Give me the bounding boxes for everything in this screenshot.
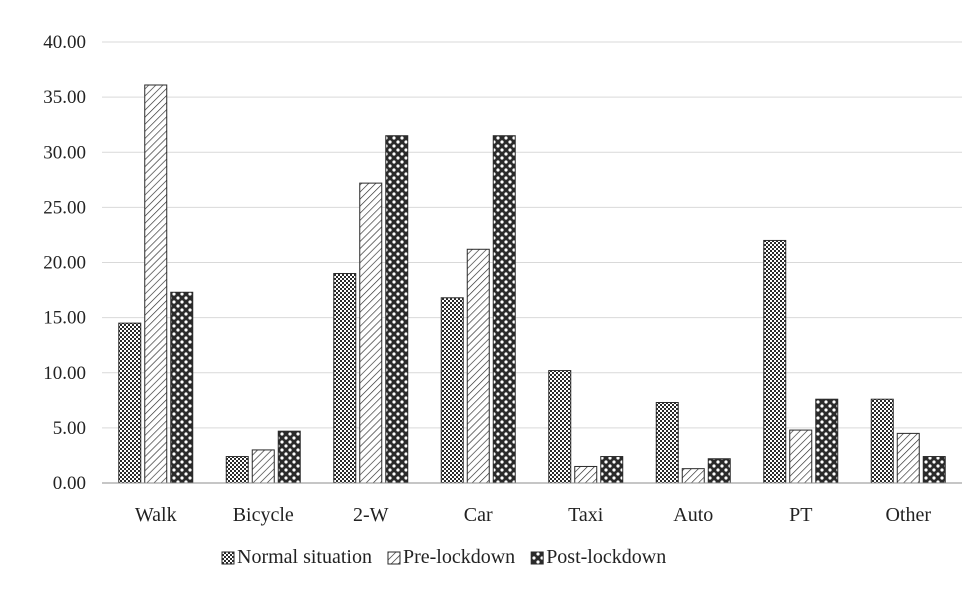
bar-taxi-series-1 <box>574 465 598 484</box>
x-category-label: 2-W <box>353 504 389 526</box>
legend-swatch <box>221 551 235 565</box>
bar-pt-series-0 <box>763 239 787 484</box>
bar-taxi-series-2 <box>600 456 624 484</box>
x-axis-labels: Walk Bicycle 2-W Car Taxi Auto PT Other <box>135 504 931 526</box>
y-tick-label: 5.00 <box>53 418 86 439</box>
bars <box>118 84 946 484</box>
bar-auto-series-1 <box>681 468 705 484</box>
y-axis-ticks: 0.00 5.00 10.00 15.00 20.00 25.00 30.00 35.00 40… <box>43 32 86 494</box>
y-tick-label: 10.00 <box>43 363 86 384</box>
bar-other-series-1 <box>896 432 920 484</box>
y-tick-label: 25.00 <box>43 197 86 218</box>
bar-pt-series-2 <box>815 398 839 484</box>
x-category-label: Car <box>464 504 493 526</box>
y-tick-label: 15.00 <box>43 308 86 329</box>
bar-auto-series-2 <box>707 458 731 484</box>
bar-walk-series-0 <box>118 322 142 484</box>
bar-other-series-2 <box>922 456 946 484</box>
y-tick-label: 30.00 <box>43 142 86 163</box>
legend-label: Post-lockdown <box>546 546 666 568</box>
bar-walk-series-1 <box>144 84 168 484</box>
x-category-label: Taxi <box>568 504 604 526</box>
bar-car-series-2 <box>492 135 516 484</box>
x-category-label: Other <box>885 504 931 526</box>
x-category-label: PT <box>789 504 812 526</box>
y-tick-label: 35.00 <box>43 87 86 108</box>
bar-2-w-series-2 <box>385 135 409 484</box>
bar-bicycle-series-2 <box>277 430 301 484</box>
x-category-label: Auto <box>673 504 713 526</box>
y-tick-label: 20.00 <box>43 253 86 274</box>
x-category-label: Bicycle <box>233 504 294 526</box>
bar-pt-series-1 <box>789 429 813 484</box>
bar-car-series-0 <box>440 297 464 484</box>
bar-bicycle-series-0 <box>225 456 249 484</box>
gridlines <box>102 41 962 429</box>
legend: Normal situation Pre-lockdown Post-lockdow… <box>221 546 666 568</box>
x-category-label: Walk <box>135 504 177 526</box>
legend-swatch <box>530 551 544 565</box>
bar-taxi-series-0 <box>548 370 572 484</box>
bar-2-w-series-1 <box>359 182 383 484</box>
y-tick-label: 0.00 <box>53 473 86 494</box>
bar-bicycle-series-1 <box>251 449 275 484</box>
legend-label: Normal situation <box>237 546 372 568</box>
bar-2-w-series-0 <box>333 273 357 484</box>
legend-swatch <box>387 551 401 565</box>
bar-auto-series-0 <box>655 402 679 484</box>
bar-walk-series-2 <box>170 291 194 484</box>
bar-car-series-1 <box>466 248 490 484</box>
bar-other-series-0 <box>870 398 894 484</box>
legend-label: Pre-lockdown <box>403 546 515 568</box>
y-tick-label: 40.00 <box>43 32 86 53</box>
